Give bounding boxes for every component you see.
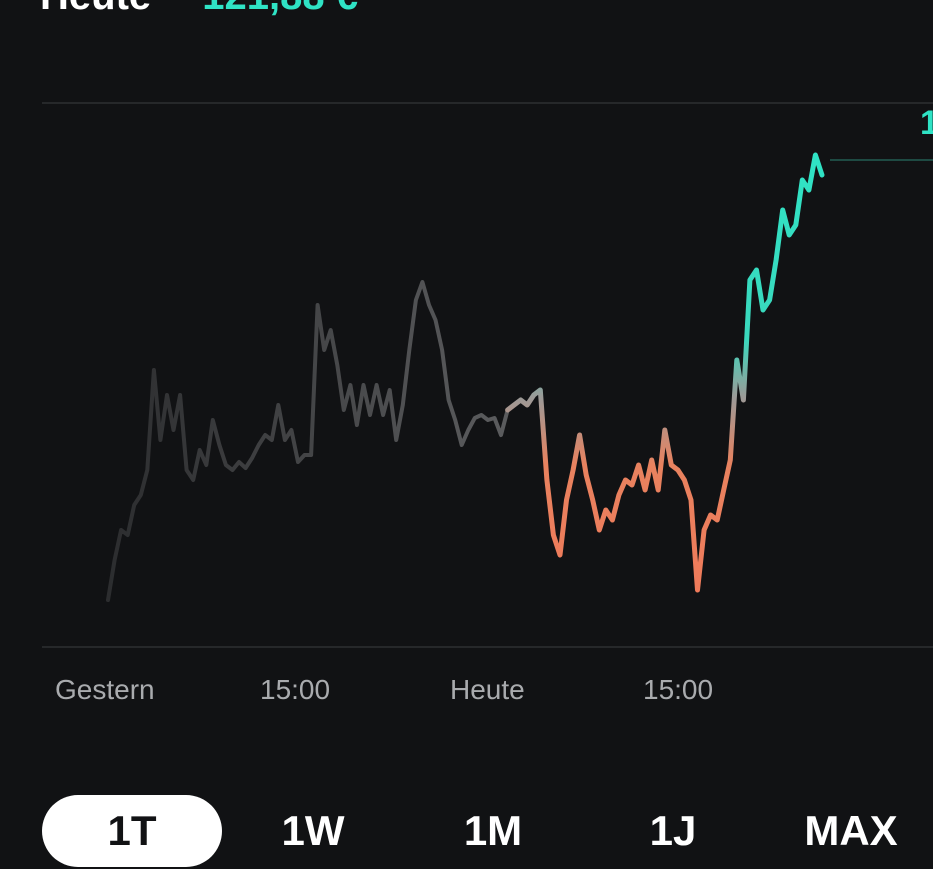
tab-1j[interactable]: 1J — [649, 807, 697, 854]
tab-1w[interactable]: 1W — [281, 807, 345, 854]
series-line-today — [505, 152, 825, 593]
tab-max[interactable]: MAX — [804, 807, 898, 854]
change-value: 121,88 € — [202, 0, 358, 18]
x-tick-label: Heute — [450, 674, 525, 705]
x-tick-label: Gestern — [55, 674, 155, 705]
x-tick-label: 15:00 — [260, 674, 331, 705]
range-tabs: 1T 1W 1M 1J MAX — [0, 795, 933, 867]
period-label: Heute — [40, 0, 151, 18]
header: Heute 121,88 € — [40, 0, 358, 19]
current-price-label: 1 — [920, 104, 933, 142]
tab-1t[interactable]: 1T — [42, 795, 222, 867]
price-chart — [42, 102, 933, 648]
series-line-previous — [106, 280, 510, 602]
x-tick-label: 15:00 — [643, 674, 714, 705]
tab-1m[interactable]: 1M — [463, 807, 523, 854]
